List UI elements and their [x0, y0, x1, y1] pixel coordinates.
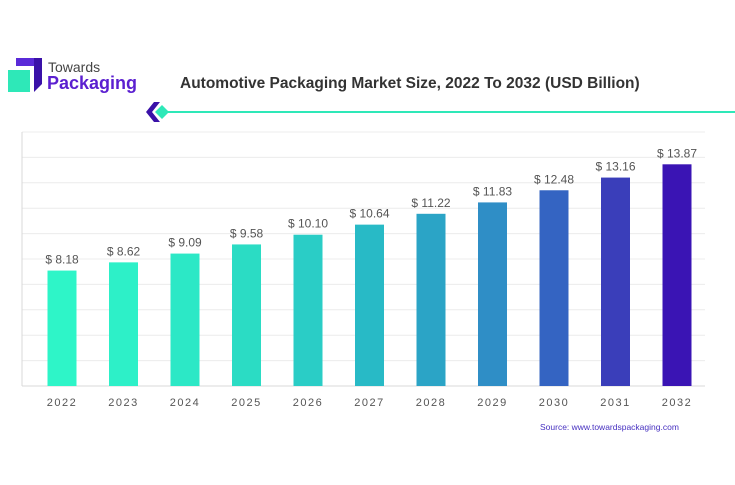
bar-2025	[232, 244, 261, 386]
x-tick-2022: 2022	[47, 397, 77, 409]
bar-2028	[416, 213, 446, 386]
data-label-2032: $ 13.87	[657, 146, 697, 160]
data-label-2027: $ 10.64	[349, 207, 389, 221]
x-tick-2031: 2031	[600, 397, 630, 409]
x-tick-2028: 2028	[416, 397, 446, 409]
bar-2024	[170, 253, 200, 386]
data-label-2031: $ 13.16	[595, 160, 635, 174]
x-tick-2032: 2032	[662, 397, 692, 409]
data-label-2029: $ 11.83	[473, 184, 512, 198]
data-label-2026: $ 10.10	[288, 217, 328, 231]
data-label-2030: $ 12.48	[534, 172, 574, 186]
x-tick-2023: 2023	[108, 397, 138, 409]
x-tick-2029: 2029	[477, 397, 507, 409]
bar-2029	[478, 202, 507, 386]
x-tick-2024: 2024	[170, 397, 200, 409]
data-label-2028: $ 11.22	[411, 196, 450, 210]
source-note: Source: www.towardspackaging.com	[540, 422, 679, 432]
chart-title: Automotive Packaging Market Size, 2022 T…	[180, 75, 640, 92]
data-label-2023: $ 8.62	[107, 244, 141, 258]
bar-2032	[662, 164, 692, 386]
x-tick-2030: 2030	[539, 397, 569, 409]
bar-2026	[293, 234, 323, 386]
bar-2027	[355, 224, 384, 386]
bar-2022	[47, 270, 77, 386]
bar-2030	[539, 190, 569, 386]
towards-packaging-logo	[8, 58, 42, 92]
bar-2031	[601, 177, 630, 386]
data-label-2024: $ 9.09	[168, 236, 202, 250]
arrow-divider-icon	[146, 102, 735, 122]
bar-2023	[109, 262, 138, 386]
x-tick-2027: 2027	[354, 397, 384, 409]
brand-line1: Towards	[48, 59, 101, 75]
x-tick-2025: 2025	[231, 397, 261, 409]
data-label-2022: $ 8.18	[45, 253, 79, 267]
brand-line2: Packaging	[47, 73, 138, 93]
data-label-2025: $ 9.58	[230, 226, 264, 240]
x-tick-2026: 2026	[293, 397, 323, 409]
